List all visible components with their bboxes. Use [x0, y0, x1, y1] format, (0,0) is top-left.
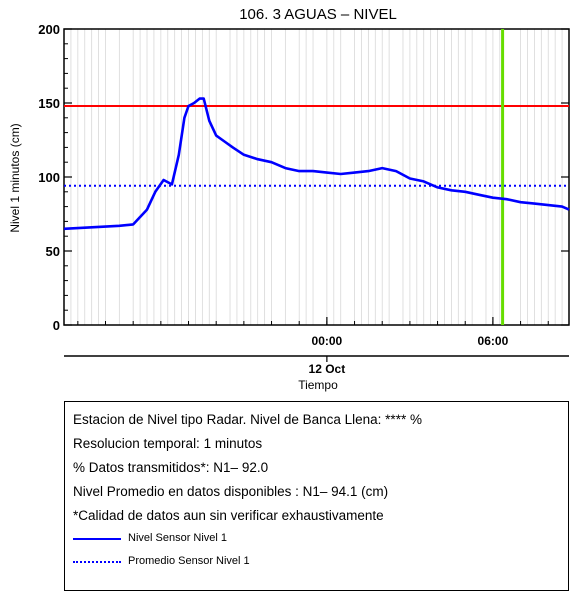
- date-tick-label: 12 Oct: [309, 362, 346, 376]
- chart: 106. 3 AGUAS – NIVEL 0 50 100 150 200 Nivel …: [0, 0, 571, 400]
- x-tick-label: 06:00: [478, 334, 509, 348]
- legend-swatch-solid: [73, 538, 121, 540]
- legend-label-sensor: Nivel Sensor Nivel 1: [128, 532, 227, 544]
- y-tick-label: 200: [38, 22, 60, 37]
- info-transmitted: % Datos transmitidos*: N1– 92.0: [73, 460, 268, 475]
- info-box: Estacion de Nivel tipo Radar. Nivel de B…: [64, 401, 569, 591]
- y-tick-label: 0: [53, 318, 60, 333]
- y-tick-label: 50: [46, 244, 60, 259]
- info-station-type: Estacion de Nivel tipo Radar. Nivel de B…: [73, 412, 422, 427]
- chart-title: 106. 3 AGUAS – NIVEL: [239, 6, 397, 23]
- info-quality-note: *Calidad de datos aun sin verificar exha…: [73, 508, 384, 523]
- legend-label-average: Promedio Sensor Nivel 1: [128, 555, 250, 567]
- x-tick-label: 00:00: [312, 334, 343, 348]
- legend-swatch-dotted: [73, 561, 121, 563]
- y-tick-label: 100: [38, 170, 60, 185]
- y-tick-label: 150: [38, 96, 60, 111]
- info-resolution: Resolucion temporal: 1 minutos: [73, 436, 262, 451]
- x-axis-label: Tiempo: [298, 378, 338, 392]
- vertical-gridlines: [64, 29, 562, 325]
- y-axis: 0 50 100 150 200: [38, 22, 569, 333]
- y-axis-label: Nivel 1 minutos (cm): [8, 123, 22, 232]
- info-average-level: Nivel Promedio en datos disponibles : N1…: [73, 484, 388, 499]
